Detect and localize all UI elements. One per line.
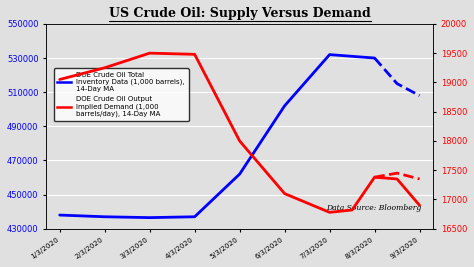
Title: US Crude Oil: Supply Versus Demand: US Crude Oil: Supply Versus Demand — [109, 7, 371, 20]
Text: Data Source: Bloomberg: Data Source: Bloomberg — [326, 204, 421, 212]
Legend: DOE Crude Oil Total
Inventory Data (1,000 barrels),
14-Day MA, DOE Crude Oil Out: DOE Crude Oil Total Inventory Data (1,00… — [54, 68, 189, 121]
